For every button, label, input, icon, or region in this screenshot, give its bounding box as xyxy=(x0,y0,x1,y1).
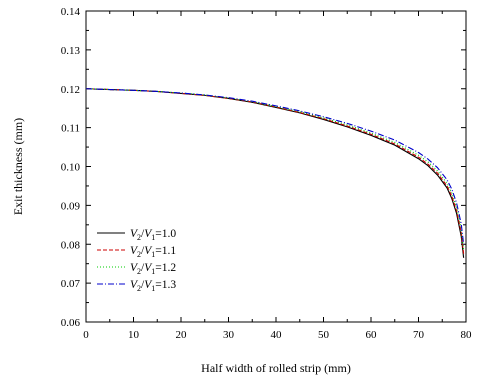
x-tick-label: 80 xyxy=(461,329,473,341)
series-line-2 xyxy=(85,88,465,255)
x-tick-label: 50 xyxy=(318,329,330,341)
x-tick-label: 40 xyxy=(271,329,283,341)
series-line-4 xyxy=(85,88,465,245)
series-line-1 xyxy=(85,88,465,258)
x-tick-label: 70 xyxy=(413,329,425,341)
legend-label: V2/V1=1.0 xyxy=(130,228,176,242)
x-axis-label: Half width of rolled strip (mm) xyxy=(201,361,351,375)
series-line-3 xyxy=(85,88,465,251)
y-tick-label: 0.11 xyxy=(61,123,80,135)
legend: V2/V1=1.0 V2/V1=1.1 V2/V1=1.2 V2/V1=1.3 xyxy=(97,228,176,293)
axes: 0 10 20 30 40 50 60 70 80 0.06 0.07 0.08 0.09 0.10 0.1… xyxy=(61,6,472,341)
y-tick-label: 0.06 xyxy=(61,317,81,329)
x-tick-label: 60 xyxy=(366,329,378,341)
x-tick-label: 10 xyxy=(128,329,140,341)
legend-label: V2/V1=1.2 xyxy=(130,262,176,276)
y-tick-label: 0.12 xyxy=(61,84,80,96)
y-tick-label: 0.08 xyxy=(61,239,81,251)
x-tick-label: 0 xyxy=(83,329,89,341)
y-tick-label: 0.14 xyxy=(61,6,81,18)
plot-frame xyxy=(85,10,467,323)
y-tick-label: 0.13 xyxy=(61,45,81,57)
x-tick-label: 30 xyxy=(223,329,235,341)
legend-label: V2/V1=1.3 xyxy=(130,279,176,293)
y-tick-label: 0.07 xyxy=(61,278,81,290)
y-axis-label: Exit thickness (mm) xyxy=(11,118,25,215)
x-tick-label: 20 xyxy=(176,329,188,341)
legend-label: V2/V1=1.1 xyxy=(130,245,176,259)
y-tick-label: 0.09 xyxy=(61,200,81,212)
y-tick-label: 0.10 xyxy=(61,162,81,174)
series-layer xyxy=(85,88,465,258)
